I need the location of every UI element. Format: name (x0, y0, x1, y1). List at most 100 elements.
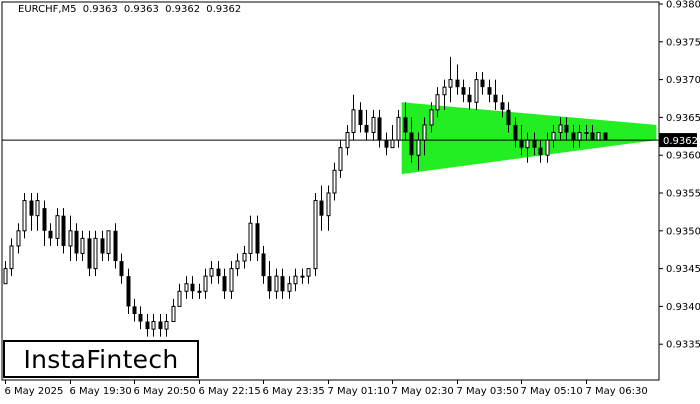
candle-body (87, 238, 92, 269)
candle (577, 124, 582, 148)
candle-body (429, 109, 434, 126)
candle-body (16, 230, 21, 247)
candle-body (229, 268, 234, 292)
candle-body (74, 230, 79, 254)
candle-body (326, 192, 331, 217)
y-tick-label: 0.9375 (666, 37, 700, 48)
candle (209, 261, 214, 284)
candle (422, 117, 427, 156)
candle (493, 79, 498, 110)
candle (35, 193, 40, 231)
y-tick-label: 0.9355 (666, 189, 700, 200)
candle-body (500, 102, 505, 110)
candle (306, 268, 311, 284)
candle (377, 109, 382, 148)
candle (474, 72, 479, 110)
candle (190, 276, 195, 299)
candle-body (171, 305, 176, 323)
candle (16, 223, 21, 254)
candle-body (319, 200, 324, 216)
candle-body (164, 321, 169, 330)
candle-body (467, 94, 472, 103)
candle-body (506, 109, 511, 125)
candle (42, 200, 47, 246)
candle (222, 268, 227, 299)
candle-body (100, 238, 105, 254)
candle (267, 261, 272, 299)
high-value: 0.9363 (123, 4, 159, 15)
candle-body (255, 223, 260, 254)
candle-body (480, 79, 485, 88)
candle (3, 261, 8, 285)
candle (164, 313, 169, 337)
candle-body (197, 290, 202, 293)
candle-body (493, 94, 498, 103)
candle-body (151, 321, 156, 330)
candle-body (235, 260, 240, 270)
candle-body (545, 139, 550, 156)
candle-body (209, 268, 214, 277)
x-tick-label: 6 May 2025 (5, 386, 64, 397)
candle (538, 140, 543, 163)
candle-body (338, 147, 343, 171)
candle-body (3, 268, 8, 285)
candle (351, 94, 356, 141)
candle (80, 230, 85, 262)
candle-body (216, 268, 221, 277)
symbol-info-label: EURCHF,M5 0.9363 0.9363 0.9362 0.9362 (18, 4, 244, 15)
candle-body (584, 132, 589, 135)
candle (571, 124, 576, 148)
candle-body (313, 200, 318, 270)
candle-body (184, 283, 189, 292)
candle (603, 132, 608, 141)
candle (113, 223, 118, 269)
candle-body (455, 79, 460, 88)
candle-body (538, 147, 543, 156)
candle (255, 215, 260, 262)
candle-body (351, 109, 356, 134)
candle (519, 124, 524, 156)
candle-body (551, 132, 556, 141)
candle-body (177, 290, 182, 307)
candle-body (390, 139, 395, 149)
candle (280, 268, 285, 299)
candle-body (248, 222, 253, 254)
candle-body (358, 109, 363, 125)
candle-body (80, 237, 85, 254)
candle (429, 102, 434, 133)
candle-body (190, 283, 195, 292)
candle (9, 238, 14, 277)
x-tick-label: 6 May 23:35 (263, 386, 325, 397)
candle-body (22, 200, 27, 232)
candle-body (113, 230, 118, 262)
plot-frame (1, 1, 660, 381)
candle-body (287, 283, 292, 292)
candle-body (332, 169, 337, 194)
candle-body (119, 261, 124, 277)
candle (396, 109, 401, 148)
candle-body (409, 132, 414, 156)
candle (416, 132, 421, 171)
y-tick-label: 0.9350 (666, 226, 700, 237)
candle-body (364, 124, 369, 133)
candle-body (35, 200, 40, 217)
candle (48, 223, 53, 246)
candle (364, 109, 369, 141)
candle (293, 268, 298, 292)
candle-body (126, 276, 131, 307)
low-value: 0.9362 (165, 4, 201, 15)
candle (564, 117, 569, 141)
candle (119, 253, 124, 284)
y-tick-label: 0.9360 (666, 151, 700, 162)
candle (461, 79, 466, 103)
candle-body (519, 140, 524, 148)
candle-body (68, 230, 73, 247)
candle (106, 230, 111, 262)
candle (506, 102, 511, 133)
candle (100, 230, 105, 262)
candle (171, 298, 176, 323)
x-tick-label: 6 May 22:15 (199, 386, 261, 397)
candle-body (513, 124, 518, 141)
current-price-label: 0.9362 (663, 136, 698, 147)
